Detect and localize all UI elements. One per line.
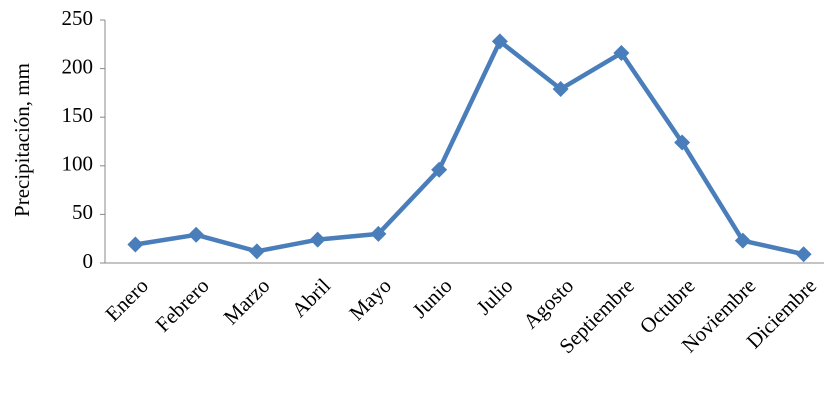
data-marker bbox=[552, 81, 569, 98]
data-marker bbox=[795, 246, 812, 263]
data-marker bbox=[734, 232, 751, 249]
y-tick-label: 0 bbox=[83, 249, 94, 273]
x-tick-label: Enero bbox=[100, 274, 152, 326]
data-marker bbox=[431, 161, 448, 178]
y-axis-label: Precipitación, mm bbox=[10, 63, 34, 217]
y-tick-label: 200 bbox=[62, 54, 94, 78]
x-tick-label: Abril bbox=[287, 273, 335, 321]
x-tick-label: Agosto bbox=[518, 274, 578, 334]
y-tick-label: 250 bbox=[62, 6, 94, 30]
data-line bbox=[135, 39, 805, 257]
x-tick-label: Junio bbox=[408, 274, 457, 323]
data-marker bbox=[491, 33, 508, 50]
y-tick-label: 150 bbox=[62, 103, 94, 127]
data-marker bbox=[188, 226, 205, 243]
data-marker bbox=[309, 231, 326, 248]
x-tick-label: Mayo bbox=[344, 274, 396, 326]
y-tick-label: 50 bbox=[72, 200, 93, 224]
x-tick-label: Julio bbox=[472, 274, 518, 320]
x-tick-label: Febrero bbox=[151, 274, 214, 337]
x-tick-label: Marzo bbox=[219, 274, 275, 330]
data-marker bbox=[127, 236, 144, 253]
data-marker bbox=[674, 134, 691, 151]
y-tick-label: 100 bbox=[62, 152, 94, 176]
data-marker bbox=[613, 45, 630, 62]
data-marker bbox=[248, 243, 265, 260]
data-marker bbox=[370, 225, 387, 242]
